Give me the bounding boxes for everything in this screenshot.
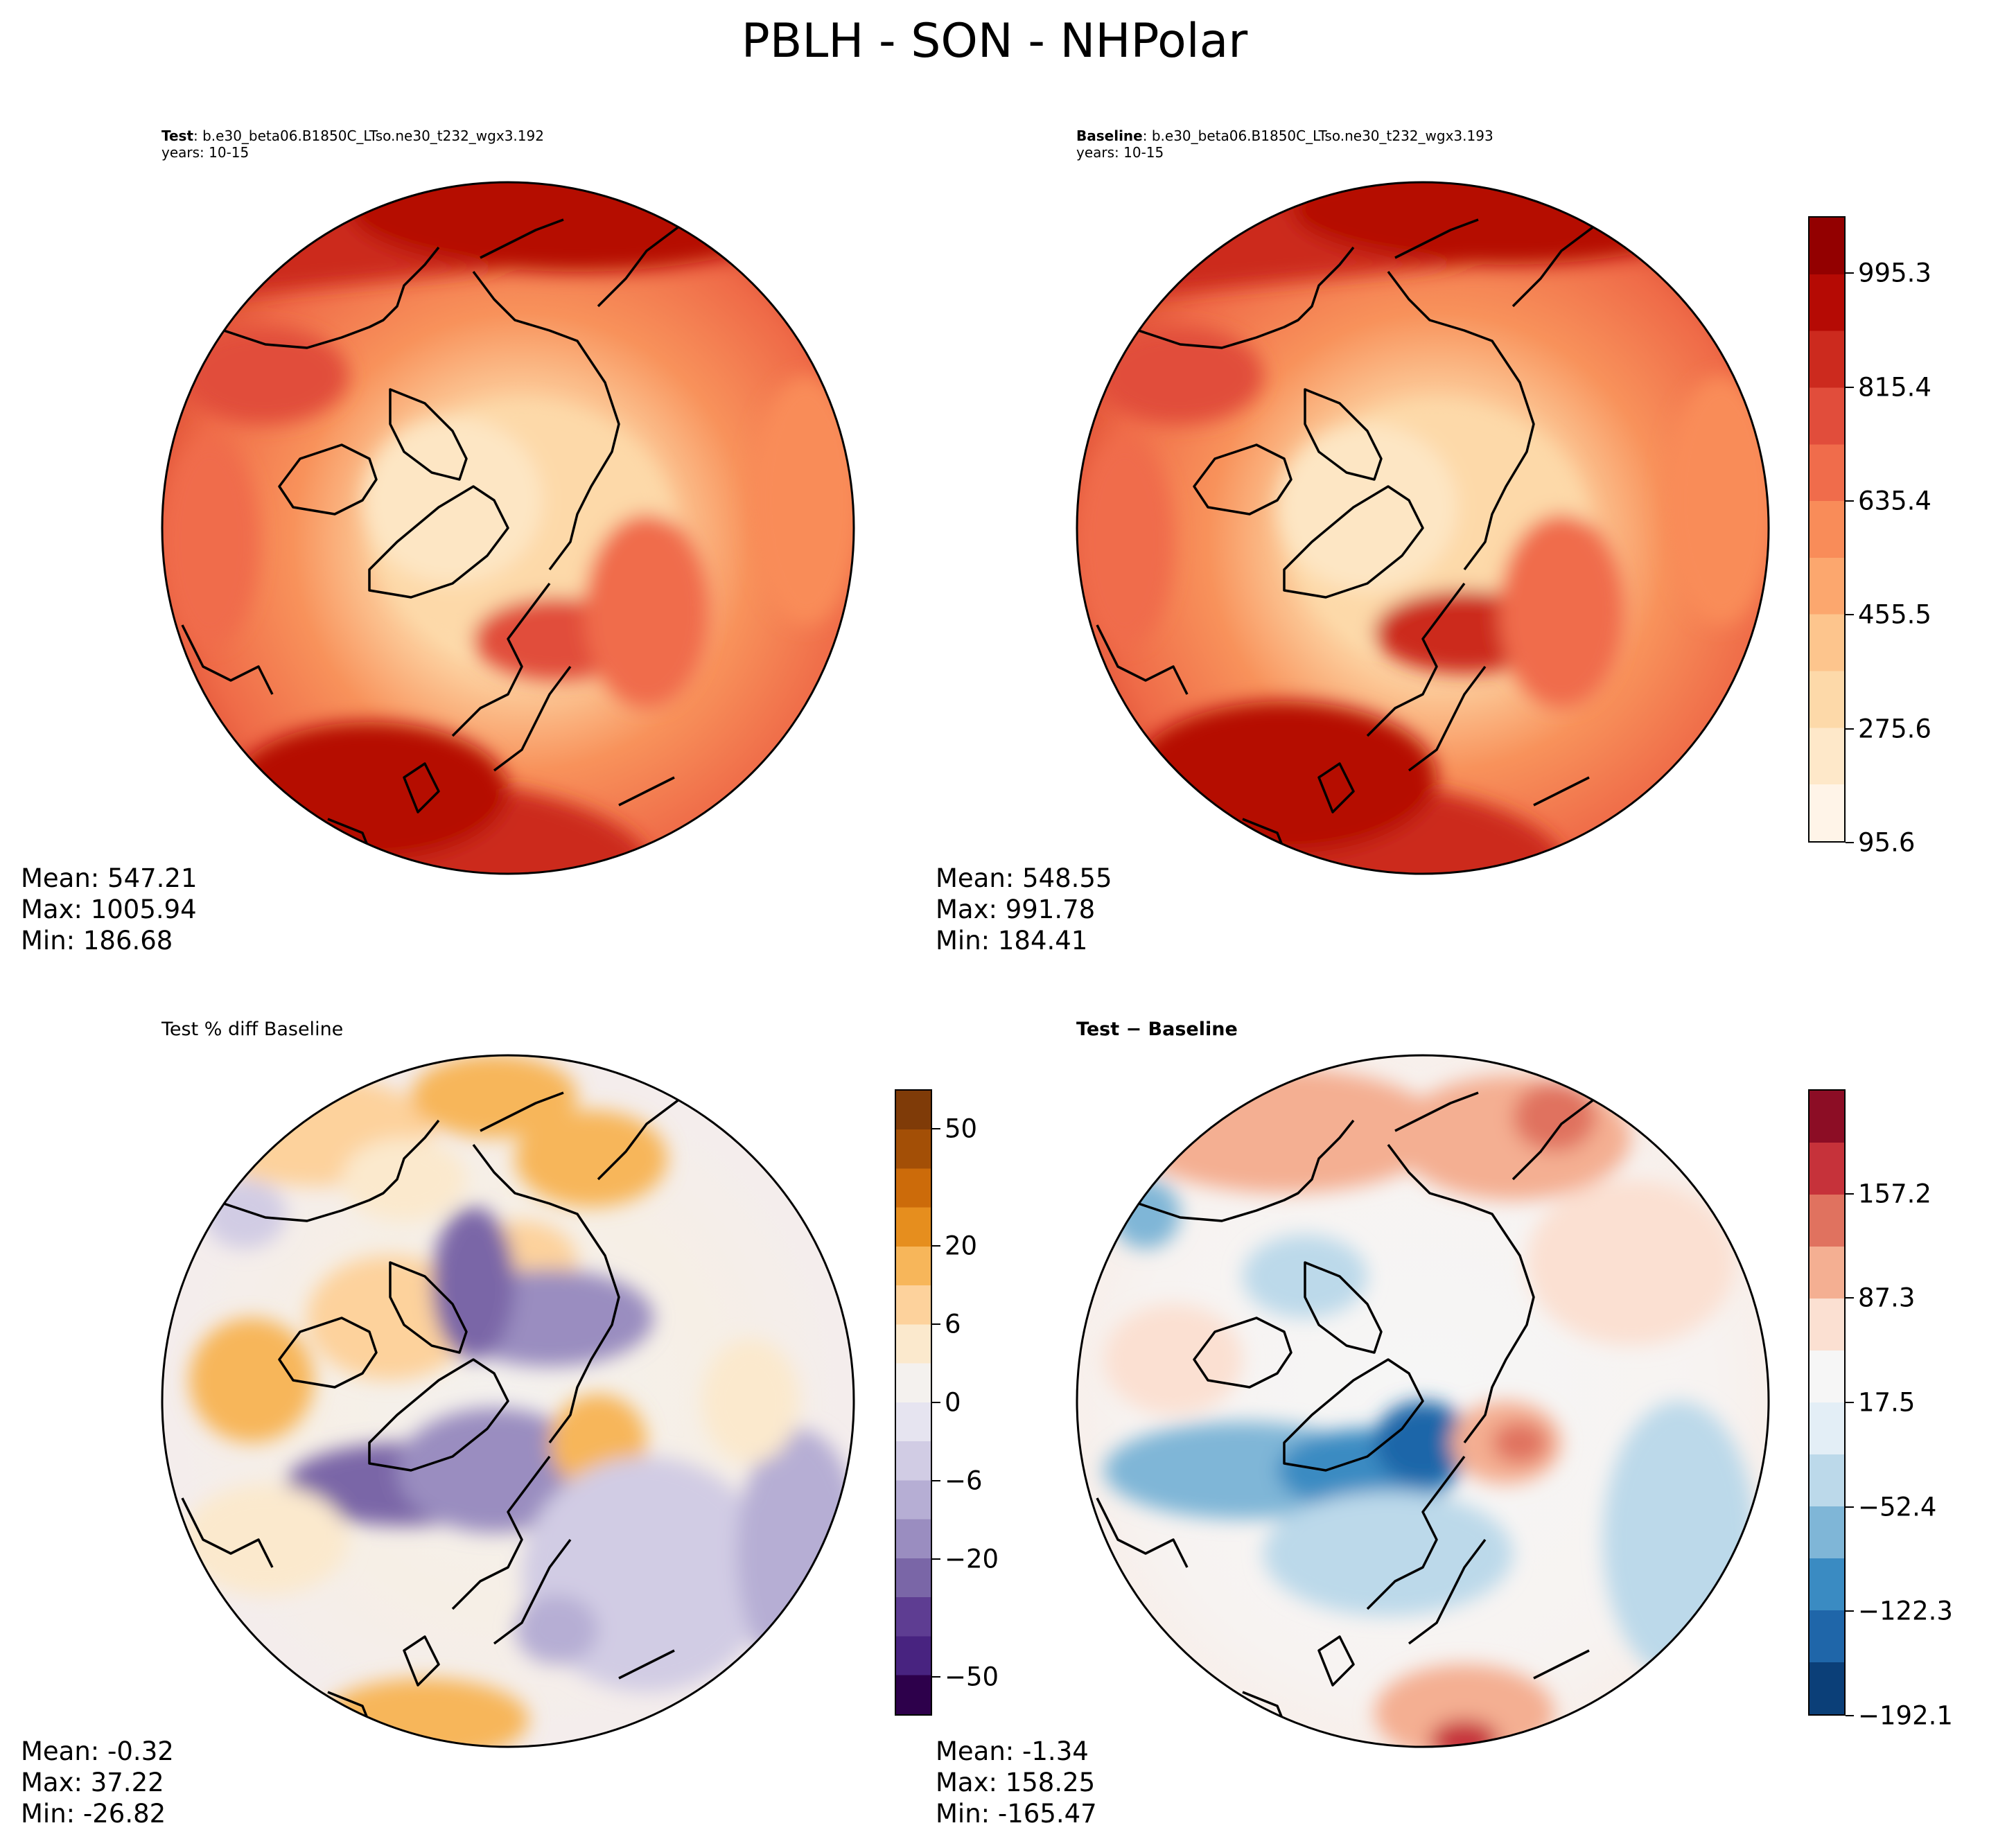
pct-diff-panel-title: Test % diff Baseline <box>161 1019 344 1040</box>
field-colorbar <box>1808 216 1846 843</box>
pct-diff-min: Min: -26.82 <box>21 1799 166 1829</box>
diff-colorbar-tick <box>1846 1297 1854 1299</box>
pct-diff-colorbar-tick-label: −20 <box>945 1544 999 1574</box>
diff-panel-title: Test − Baseline <box>1076 1019 1238 1040</box>
pct-diff-mean: Mean: -0.32 <box>21 1736 174 1766</box>
diff-mean: Mean: -1.34 <box>936 1736 1089 1766</box>
diff-colorbar-tick-label: −192.1 <box>1858 1700 1953 1731</box>
test-polar-map <box>161 181 855 875</box>
pct-diff-colorbar-tick-label: −50 <box>945 1662 999 1691</box>
pct-diff-colorbar-tick-label: 6 <box>945 1309 961 1339</box>
pct-diff-colorbar-tick <box>932 1127 940 1129</box>
test-panel-title: Test: b.e30_beta06.B1850C_LTso.ne30_t232… <box>161 127 544 144</box>
diff-colorbar-tick <box>1846 1610 1854 1612</box>
pct-diff-colorbar-tick <box>932 1480 940 1481</box>
baseline-years: years: 10-15 <box>1076 144 1164 161</box>
baseline-mean: Mean: 548.55 <box>936 863 1112 893</box>
baseline-min: Min: 184.41 <box>936 926 1088 956</box>
test-title-label: Test <box>161 127 194 144</box>
test-mean: Mean: 547.21 <box>21 863 198 893</box>
test-min: Min: 186.68 <box>21 926 173 956</box>
field-colorbar-tick <box>1846 386 1854 388</box>
pct-diff-colorbar <box>895 1089 932 1716</box>
field-colorbar-tick <box>1846 500 1854 502</box>
pct-diff-colorbar-tick <box>932 1402 940 1403</box>
field-colorbar-tick <box>1846 614 1854 616</box>
field-colorbar-tick-label: 995.3 <box>1858 258 1931 288</box>
field-colorbar-tick <box>1846 272 1854 274</box>
pct-diff-colorbar-tick-label: 0 <box>945 1387 961 1418</box>
diff-colorbar-tick-label: 87.3 <box>1858 1283 1916 1313</box>
pct-diff-colorbar-tick <box>932 1245 940 1247</box>
baseline-panel-title: Baseline: b.e30_beta06.B1850C_LTso.ne30_… <box>1076 127 1493 144</box>
pct-diff-colorbar-tick <box>932 1558 940 1560</box>
test-case-name: : b.e30_beta06.B1850C_LTso.ne30_t232_wgx… <box>193 127 544 144</box>
diff-colorbar-tick-label: 157.2 <box>1858 1179 1931 1209</box>
field-colorbar-tick-label: 95.6 <box>1858 827 1916 858</box>
pct-diff-colorbar-tick-label: 50 <box>945 1114 978 1143</box>
baseline-max: Max: 991.78 <box>936 895 1096 924</box>
figure-title: PBLH - SON - NHPolar <box>741 14 1248 69</box>
diff-polar-map <box>1076 1054 1770 1748</box>
pct-diff-colorbar-tick <box>932 1675 940 1678</box>
diff-colorbar-tick <box>1846 1715 1854 1716</box>
diff-stats: Mean: -1.34 Max: 158.25 Min: -165.47 <box>936 1736 1097 1829</box>
test-stats: Mean: 547.21 Max: 1005.94 Min: 186.68 <box>21 863 198 956</box>
diff-colorbar-tick-label: 17.5 <box>1858 1387 1916 1418</box>
pct-diff-polar-map <box>161 1054 855 1748</box>
field-colorbar-tick-label: 635.4 <box>1858 486 1931 516</box>
pct-diff-stats: Mean: -0.32 Max: 37.22 Min: -26.82 <box>21 1736 174 1829</box>
field-colorbar-tick <box>1846 842 1854 843</box>
diff-max: Max: 158.25 <box>936 1768 1096 1797</box>
pct-diff-colorbar-tick-label: 20 <box>945 1231 978 1261</box>
diff-min: Min: -165.47 <box>936 1799 1097 1829</box>
field-colorbar-tick-label: 455.5 <box>1858 599 1931 630</box>
field-colorbar-tick-label: 815.4 <box>1858 372 1931 403</box>
field-colorbar-tick-label: 275.6 <box>1858 714 1931 744</box>
diff-colorbar-tick-label: −52.4 <box>1858 1492 1937 1522</box>
diff-colorbar-tick-label: −122.3 <box>1858 1596 1953 1626</box>
baseline-case-name: : b.e30_beta06.B1850C_LTso.ne30_t232_wgx… <box>1142 127 1493 144</box>
diff-colorbar-tick <box>1846 1402 1854 1403</box>
test-years: years: 10-15 <box>161 144 249 161</box>
diff-colorbar-tick <box>1846 1506 1854 1508</box>
diff-colorbar-tick <box>1846 1193 1854 1195</box>
field-colorbar-tick <box>1846 728 1854 730</box>
test-max: Max: 1005.94 <box>21 895 197 924</box>
pct-diff-colorbar-tick-label: −6 <box>945 1466 983 1496</box>
baseline-stats: Mean: 548.55 Max: 991.78 Min: 184.41 <box>936 863 1112 956</box>
pct-diff-colorbar-tick <box>932 1323 940 1325</box>
baseline-polar-map <box>1076 181 1770 875</box>
diff-colorbar <box>1808 1089 1846 1716</box>
baseline-title-label: Baseline <box>1076 127 1143 144</box>
pct-diff-max: Max: 37.22 <box>21 1768 164 1797</box>
